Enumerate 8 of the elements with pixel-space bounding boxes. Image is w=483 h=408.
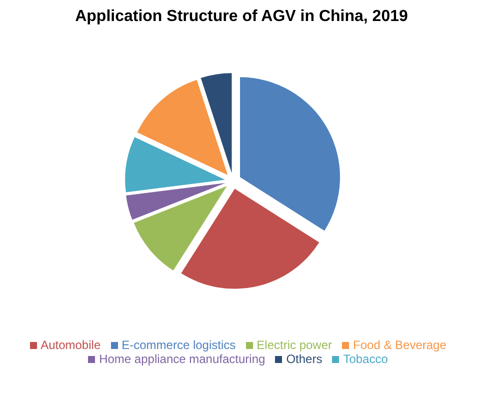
legend-label: Food & Beverage: [353, 338, 446, 352]
legend-label: Tobacco: [343, 352, 388, 366]
legend-label: Automobile: [40, 338, 101, 352]
legend-label: Home appliance manufacturing: [99, 352, 266, 366]
chart-title: Application Structure of AGV in China, 2019: [74, 8, 409, 26]
legend-label: Electric power: [256, 338, 332, 352]
legend-label: E-commerce logistics: [122, 338, 236, 352]
legend-label: Others: [286, 352, 322, 366]
